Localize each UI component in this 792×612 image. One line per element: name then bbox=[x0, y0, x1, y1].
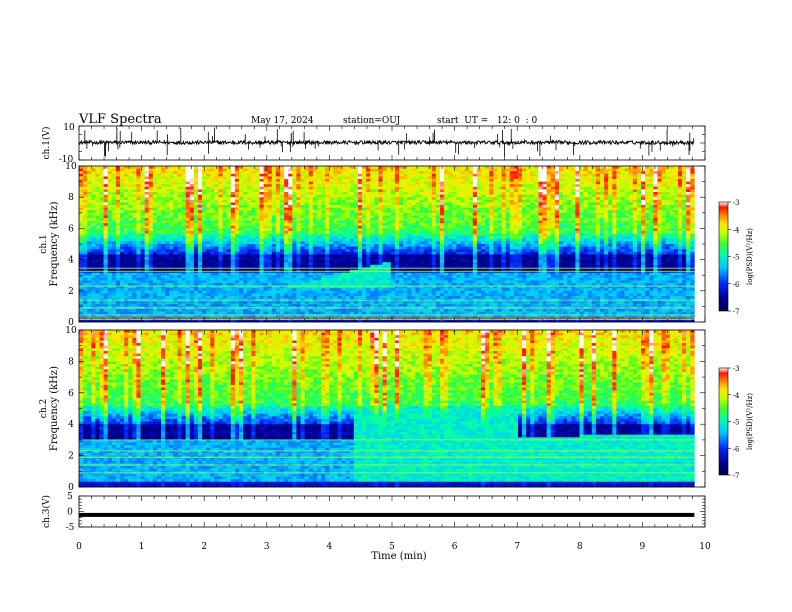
colorbar-tick-label: -5 bbox=[733, 419, 740, 427]
colorbar-tick-label: -3 bbox=[733, 199, 740, 207]
colorbar-tick-label: -5 bbox=[733, 254, 740, 262]
spectrogram-channel-label: ch.1 bbox=[39, 234, 49, 253]
ch3-ytick-label: -5 bbox=[66, 523, 75, 533]
ch3-ytick-label: 5 bbox=[67, 492, 73, 502]
station-label: station=OUJ bbox=[343, 116, 401, 126]
ch1-waveform-spikes bbox=[84, 127, 695, 157]
freq-tick-label: 6 bbox=[68, 224, 74, 234]
time-tick-label: 10 bbox=[699, 542, 711, 552]
time-tick-label: 9 bbox=[640, 542, 646, 552]
freq-tick-label: 2 bbox=[68, 287, 74, 297]
colorbar-tick-label: -4 bbox=[733, 226, 740, 234]
time-tick-label: 2 bbox=[201, 542, 207, 552]
time-tick-label: 1 bbox=[139, 542, 145, 552]
colorbar-tick-label: -6 bbox=[733, 281, 740, 289]
colorbar-label: log(PSD)(V²/Hz) bbox=[746, 393, 754, 450]
colorbar-tick-label: -4 bbox=[733, 392, 740, 400]
freq-tick-label: 4 bbox=[68, 420, 74, 430]
time-tick-label: 5 bbox=[389, 542, 395, 552]
time-tick-label: 3 bbox=[264, 542, 270, 552]
colorbar-strip bbox=[718, 367, 729, 476]
plot-title: VLF Spectra bbox=[79, 112, 162, 127]
time-tick-label: 4 bbox=[327, 542, 333, 552]
ch3-ytick-label: 0 bbox=[67, 508, 73, 518]
time-tick-label: 0 bbox=[76, 542, 82, 552]
freq-tick-label: 0 bbox=[68, 318, 74, 328]
ch1-waveform-panel: 10 -10 ch.1(V) bbox=[41, 123, 706, 165]
ch1-spectrogram-panel: 0 2 4 6 8 10 ch.1 Frequency (kHz) bbox=[39, 162, 706, 328]
ch2-colorbar: -3 -4 -5 -6 -7 log(PSD)(V²/Hz) bbox=[718, 365, 754, 480]
colorbar-tick-label: -7 bbox=[733, 472, 740, 480]
colorbar-tick-label: -7 bbox=[733, 308, 740, 316]
freq-tick-label: 2 bbox=[68, 452, 74, 462]
ch1-waveform-ylabel: ch.1(V) bbox=[41, 127, 52, 160]
ch3-waveform-trace bbox=[79, 512, 695, 517]
spectrogram-cells bbox=[79, 166, 695, 323]
ch3-waveform-ylabel: ch.3(V) bbox=[41, 495, 52, 528]
time-axis-label: Time (min) bbox=[371, 551, 426, 562]
freq-tick-label: 10 bbox=[65, 326, 77, 336]
spectrogram-channel-label: ch.2 bbox=[39, 399, 49, 418]
spectrogram-cells bbox=[79, 330, 695, 488]
ch2-spectrogram-panel: 0 2 4 6 8 10 ch.2 Frequency (kHz) bbox=[39, 326, 706, 493]
date-label: May 17, 2024 bbox=[251, 116, 314, 126]
colorbar-tick-label: -6 bbox=[733, 445, 740, 453]
time-tick-label: 6 bbox=[452, 542, 458, 552]
freq-tick-label: 8 bbox=[68, 357, 74, 367]
ch1-ytick-label: 10 bbox=[63, 123, 75, 133]
time-axis: 0 1 2 3 4 5 6 7 8 9 10 Time (min) bbox=[76, 542, 711, 562]
freq-tick-label: 4 bbox=[68, 256, 74, 266]
ch1-ytick-label: -10 bbox=[59, 155, 74, 165]
freq-tick-label: 6 bbox=[68, 389, 74, 399]
colorbar-tick-label: -3 bbox=[733, 365, 740, 373]
time-tick-label: 7 bbox=[514, 542, 520, 552]
ch1-waveform-trace bbox=[79, 138, 695, 147]
spectrogram-ylabel: Frequency (kHz) bbox=[49, 201, 60, 286]
start-time-label: start UT = 12: 0 : 0 bbox=[437, 116, 538, 126]
time-tick-label: 8 bbox=[577, 542, 583, 552]
freq-tick-label: 8 bbox=[68, 193, 74, 203]
ch3-waveform-panel: 5 0 -5 ch.3(V) bbox=[41, 492, 706, 533]
freq-tick-label: 0 bbox=[68, 483, 74, 493]
freq-tick-label: 10 bbox=[65, 162, 77, 172]
colorbar-strip bbox=[718, 201, 729, 312]
colorbar-label: log(PSD)(V²/Hz) bbox=[746, 228, 754, 285]
ch1-colorbar: -3 -4 -5 -6 -7 log(PSD)(V²/Hz) bbox=[718, 199, 754, 316]
spectrogram-ylabel: Frequency (kHz) bbox=[49, 366, 60, 451]
